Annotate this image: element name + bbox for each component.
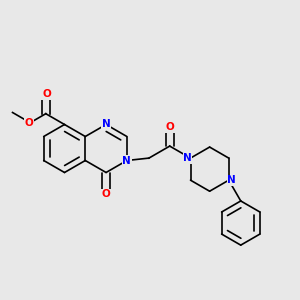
Text: N: N [102,119,110,130]
Text: O: O [24,118,33,128]
Text: O: O [102,189,110,200]
Text: N: N [122,155,131,166]
Text: N: N [183,153,192,163]
Text: O: O [165,122,174,132]
Text: O: O [42,89,51,100]
Text: N: N [227,175,236,185]
